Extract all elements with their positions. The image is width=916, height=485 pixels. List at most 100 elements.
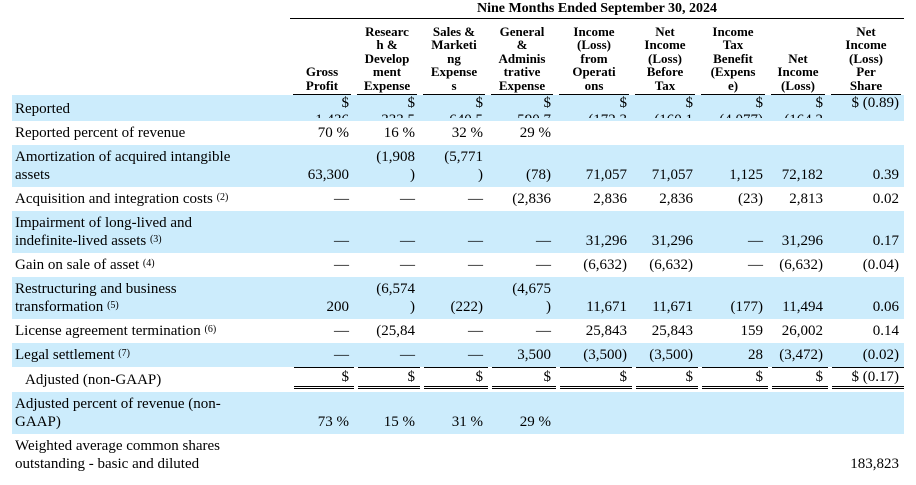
value-part: ) <box>410 299 415 315</box>
per-share-value: $ (0.89) <box>851 95 900 111</box>
column-header-row: Gross Profit Researc h & Develop ment Expense S… <box>12 19 904 95</box>
value-cell: (2,836 <box>512 191 551 207</box>
currency-symbol: $ <box>685 369 694 385</box>
column-header-line: Per <box>856 64 876 79</box>
currency-symbol: $ <box>815 95 824 111</box>
value-cell: (0.02) <box>828 343 904 367</box>
value-cell: 0.39 <box>828 145 904 187</box>
value-cell: 0.14 <box>872 323 899 339</box>
row-label-line: assets <box>15 166 290 184</box>
period-title: Nine Months Ended September 30, 2024 <box>290 0 904 19</box>
row-label-text: Adjusted percent of revenue (non- <box>15 396 221 412</box>
value-cell <box>632 121 698 145</box>
value-cell: — <box>400 257 415 273</box>
value-cell: $ <box>698 367 768 392</box>
value-cell: — <box>536 323 551 339</box>
clipped-value: (172,3 <box>556 112 627 118</box>
column-header-line: Income <box>777 64 819 79</box>
currency-symbol: $ <box>543 95 552 111</box>
column-header: Income (Loss) from Operati ons <box>556 19 632 95</box>
clipped-value: 590,7 <box>488 112 551 118</box>
table-row: Restructuring and business transformation… <box>12 277 904 319</box>
column-header-line: (Loss) <box>849 50 883 66</box>
value-cell: $ <box>290 367 354 392</box>
column-header-line: (Loss) <box>781 77 815 93</box>
value-cell: (6,574) <box>354 277 420 319</box>
column-header-line: Gross <box>305 64 339 79</box>
column-header-line: s <box>451 77 457 93</box>
column-header-line: Tax <box>654 77 676 93</box>
value-cell: (23) <box>738 191 763 207</box>
value-cell: (222) <box>420 277 488 319</box>
row-label-line: Impairment of long-lived and <box>15 214 290 232</box>
value-cell: 11,494 <box>768 277 828 319</box>
footnote-marker: (5) <box>107 300 119 311</box>
row-label-line: Weighted average common shares <box>15 437 290 455</box>
footnote-marker: (7) <box>118 348 130 359</box>
value-cell: — <box>354 211 420 253</box>
value-cell: 31 % <box>420 392 488 434</box>
column-header: General & Adminis trative Expense <box>488 19 556 95</box>
column-header-line: h & <box>376 37 398 52</box>
currency-symbol: $ <box>619 369 628 385</box>
value-cell: 26,002 <box>781 323 823 339</box>
value-cell: (1,908) <box>354 145 420 187</box>
value-cell: $ <box>768 367 828 392</box>
column-header-line: ons <box>584 77 604 93</box>
row-label-line: License agreement termination (6) <box>15 322 290 340</box>
value-cell: $ <box>354 367 420 392</box>
value-cell: 71,057 <box>556 145 632 187</box>
table-row: Adjusted (non-GAAP) $ $ $ $ $ $ $ $ $ (0.17) <box>12 367 904 392</box>
value-cell: 32 % <box>451 125 483 141</box>
value-cell: $(160,1 <box>632 95 698 121</box>
row-label-line: Adjusted (non-GAAP) <box>15 371 290 389</box>
footnote-marker: (4) <box>142 258 155 269</box>
value-cell: — <box>488 211 556 253</box>
table-row: Reported$1,436$333,5$640,5$590,7$(172,3$… <box>12 95 904 121</box>
row-label-text: assets <box>15 167 50 183</box>
currency-symbol: $ <box>755 369 764 385</box>
value-cell: 70 % <box>317 125 349 141</box>
value-part: (1,908 <box>376 149 415 165</box>
value-cell <box>488 434 556 476</box>
value-cell <box>556 121 632 145</box>
row-label: Impairment of long-lived and indefinite-l… <box>12 211 290 253</box>
currency-symbol: $ <box>475 95 484 111</box>
row-label-text: transformation <box>15 299 104 315</box>
row-label-text: Impairment of long-lived and <box>15 215 193 231</box>
currency-symbol: $ <box>815 369 824 385</box>
value-cell: 72,182 <box>768 145 828 187</box>
row-label-line: Gain on sale of asset (4) <box>15 256 290 274</box>
column-header-line: Share <box>849 77 883 93</box>
column-header-line: Income <box>644 37 686 52</box>
value-cell <box>768 121 828 145</box>
row-label: Acquisition and integration costs (2) <box>12 187 290 211</box>
row-label-text: Amortization of acquired intangible <box>15 149 231 165</box>
value-cell: — <box>400 191 415 207</box>
value-cell: (25,84 <box>376 323 415 339</box>
value-part: ) <box>546 299 551 315</box>
row-label-line: Reported <box>15 100 290 118</box>
column-header-line: Develop <box>364 50 410 66</box>
row-label: Gain on sale of asset (4) <box>12 253 290 277</box>
column-header-line: Benefit <box>713 50 753 66</box>
row-label-text: Adjusted (non-GAAP) <box>25 372 162 388</box>
currency-symbol: $ <box>755 95 764 111</box>
value-cell: 11,671 <box>556 277 632 319</box>
value-cell: 3,500 <box>488 343 556 367</box>
column-header-line: General <box>499 23 545 39</box>
column-header-line: Income <box>573 23 615 39</box>
column-header-line: ng <box>447 50 461 66</box>
value-cell: $333,5 <box>354 95 420 121</box>
value-cell <box>698 392 768 434</box>
row-label-text: indefinite-lived assets <box>15 233 147 249</box>
row-label-text: outstanding - basic and diluted <box>15 456 200 472</box>
value-cell: 71,057 <box>632 145 698 187</box>
value-cell: 16 % <box>383 125 415 141</box>
column-header-line: Net <box>856 23 876 39</box>
value-cell <box>290 434 354 476</box>
currency-symbol: $ <box>543 369 552 385</box>
row-label-text: Restructuring and business <box>15 281 177 297</box>
value-cell: (6,632) <box>779 257 823 273</box>
row-label-text: Acquisition and integration costs <box>15 191 213 207</box>
